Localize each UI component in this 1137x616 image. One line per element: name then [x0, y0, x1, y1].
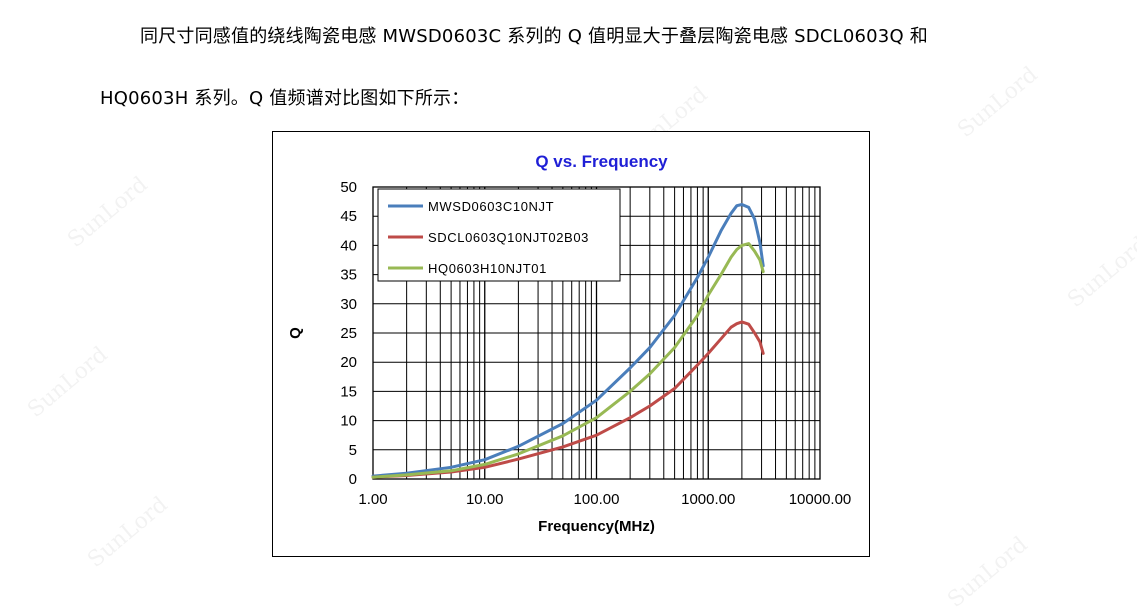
y-tick-label: 40 — [340, 237, 357, 254]
x-tick-label: 1000.00 — [681, 491, 735, 508]
x-tick-label: 100.00 — [574, 491, 620, 508]
series-line-1 — [371, 203, 765, 478]
y-tick-label: 15 — [340, 383, 357, 400]
watermark: SunLord — [63, 172, 153, 253]
y-tick-label: 5 — [349, 442, 357, 459]
watermark: SunLord — [953, 62, 1043, 143]
y-tick-label: 20 — [340, 354, 357, 371]
paragraph-line-1: 同尺寸同感值的绕线陶瓷电感 MWSD0603C 系列的 Q 值明显大于叠层陶瓷电… — [140, 26, 928, 47]
watermark: SunLord — [943, 532, 1033, 613]
x-axis-label: Frequency(MHz) — [538, 518, 655, 535]
x-tick-label: 10.00 — [466, 491, 504, 508]
legend-label-1: MWSD0603C10NJT — [428, 199, 554, 214]
watermark: SunLord — [23, 342, 113, 423]
q-frequency-chart: 0 5 10 15 20 25 30 35 40 45 50 1.00 10.00 100.00 1000.… — [287, 152, 852, 535]
y-tick-label: 45 — [340, 208, 357, 225]
y-tick-label: 35 — [340, 267, 357, 284]
y-axis-label: Q — [287, 327, 304, 339]
chart-title: Q vs. Frequency — [535, 152, 668, 171]
legend-label-3: HQ0603H10NJT01 — [428, 261, 547, 276]
watermark: SunLord — [83, 492, 173, 573]
watermark: SunLord — [1063, 232, 1137, 313]
y-tick-label: 25 — [340, 325, 357, 342]
paragraph-line-2: HQ0603H 系列。Q 值频谱对比图如下所示： — [100, 88, 470, 109]
legend-box — [377, 188, 621, 282]
legend-label-2: SDCL0603Q10NJT02B03 — [428, 230, 589, 245]
x-tick-label: 10000.00 — [789, 491, 852, 508]
y-tick-label: 50 — [340, 179, 357, 196]
y-tick-label: 0 — [349, 471, 357, 488]
chart-container: 0 5 10 15 20 25 30 35 40 45 50 1.00 10.00 100.00 1000.… — [272, 131, 870, 557]
x-tick-label: 1.00 — [358, 491, 387, 508]
series-line-3 — [371, 242, 765, 479]
plot-frame — [372, 186, 821, 480]
y-tick-label: 10 — [340, 413, 357, 430]
y-tick-label: 30 — [340, 296, 357, 313]
series-line-2 — [371, 320, 765, 479]
